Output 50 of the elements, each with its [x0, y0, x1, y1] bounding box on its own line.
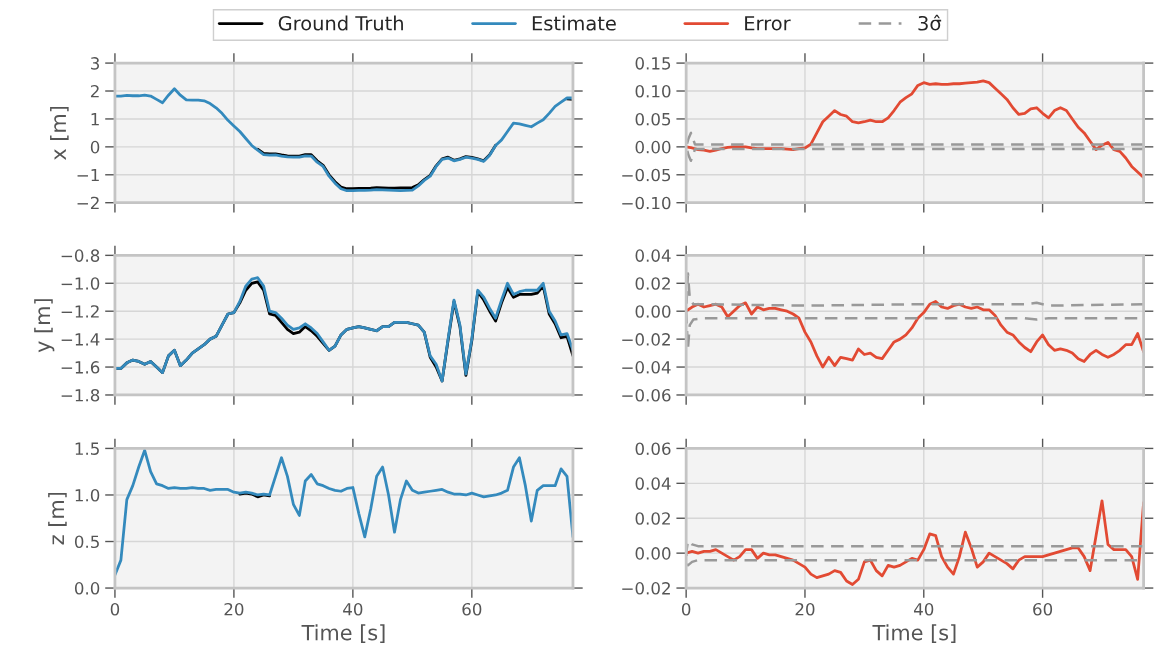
y-tick-label: 0 [90, 140, 100, 154]
y-tick-label: 0.15 [635, 57, 671, 70]
y-axis-title: x [m] [50, 106, 69, 161]
y-tick-label: −1 [77, 168, 99, 182]
y-tick-label: 0.05 [635, 112, 671, 126]
y-tick-label: 1.5 [75, 442, 99, 455]
y-tick-label: −1.2 [61, 305, 99, 318]
y-tick-label: −1.0 [61, 277, 100, 290]
x-tick-label: 40 [913, 602, 934, 616]
legend-label: 3σ̂ [918, 14, 942, 31]
y-tick-label: −1.6 [61, 361, 100, 374]
y-tick-label: −0.04 [622, 361, 671, 374]
y-tick-label: 1.0 [75, 488, 100, 502]
y-tick-label: 0.02 [635, 277, 670, 290]
y-tick-label: −2 [77, 196, 99, 210]
x-tick-label: 60 [1033, 602, 1053, 616]
x-tick-label: 20 [795, 602, 815, 616]
x-axis-title: Time [s] [301, 624, 385, 643]
y-tick-label: −1.8 [61, 388, 100, 402]
y-tick-label: −0.05 [622, 168, 671, 182]
legend-label: Error [745, 16, 791, 31]
legend-label: Estimate [532, 15, 616, 31]
y-tick-label: 0.0 [74, 582, 100, 595]
y-tick-label: −0.8 [61, 249, 100, 262]
y-tick-label: −0.02 [622, 333, 670, 346]
y-tick-label: −0.02 [622, 582, 670, 595]
legend-label: Ground Truth [278, 15, 403, 31]
y-tick-label: −0.06 [622, 388, 671, 402]
y-tick-label: 0.06 [635, 442, 671, 455]
y-tick-label: −1.4 [61, 333, 100, 346]
x-axis-title: Time [s] [872, 624, 956, 643]
x-tick-label: 20 [224, 602, 244, 616]
y-tick-label: 0.10 [635, 84, 671, 98]
y-tick-label: 0.00 [635, 140, 671, 154]
y-tick-label: 0.00 [635, 547, 671, 560]
y-tick-label: −0.10 [622, 196, 671, 210]
y-tick-label: 0.00 [635, 305, 671, 318]
x-tick-label: 60 [462, 602, 482, 616]
x-tick-label: 0 [110, 602, 120, 616]
y-axis-title: z [m] [48, 492, 67, 545]
x-tick-label: 0 [681, 602, 691, 616]
x-tick-label: 40 [343, 602, 363, 616]
y-axis-title: y [m] [34, 299, 55, 353]
y-tick-label: 2 [90, 84, 99, 98]
y-tick-label: 3 [91, 57, 100, 70]
y-tick-label: 0.02 [635, 512, 670, 525]
y-tick-label: 0.5 [74, 535, 99, 549]
y-tick-label: 0.04 [635, 477, 671, 490]
y-tick-label: 1 [91, 113, 99, 126]
y-tick-label: 0.04 [635, 249, 671, 262]
